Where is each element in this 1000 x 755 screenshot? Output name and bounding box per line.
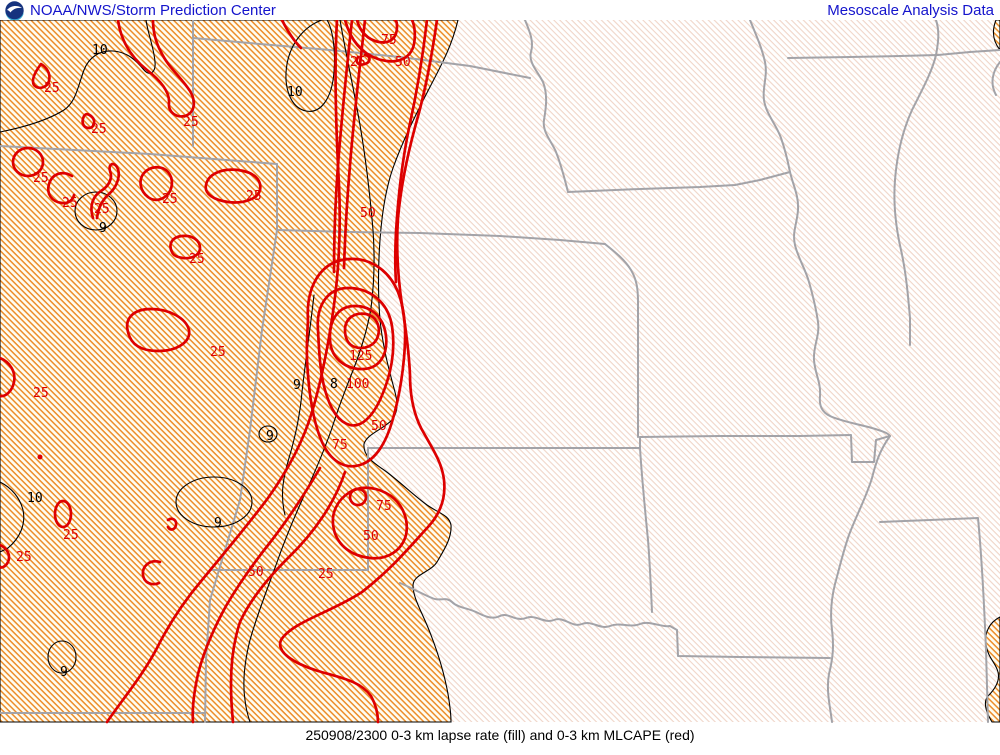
contour-label: 75 [332, 438, 348, 453]
contour-label: 9 [293, 378, 301, 393]
contour-label: 25 [162, 192, 178, 207]
contour-label: 8 [330, 377, 338, 392]
contour-label: 50 [395, 55, 411, 70]
contour-label: 25 [62, 196, 78, 211]
mlcape-contour-labels: 25 25 25 25 25 25 25 25 25 25 25 25 25 25 25 75 50 50 125 1… [16, 33, 411, 582]
contour-label: 50 [360, 206, 376, 221]
contour-label: 50 [248, 565, 264, 580]
contour-label: 75 [376, 499, 392, 514]
contour-label: 25 [16, 550, 32, 565]
contour-label: 25 [33, 171, 49, 186]
contour-label: 9 [266, 429, 274, 444]
contour-label: 25 [210, 345, 226, 360]
contour-label: 9 [60, 665, 68, 680]
contour-label: 25 [33, 386, 49, 401]
contour-label: 25 [246, 189, 262, 204]
noaa-logo-icon [5, 1, 24, 20]
contour-label: 9 [214, 516, 222, 531]
contour-label: 25 [318, 567, 334, 582]
contour-label: 25 [63, 528, 79, 543]
contour-label: 25 [91, 122, 107, 137]
contour-label: 25 [350, 55, 366, 70]
site-title: NOAA/NWS/Storm Prediction Center [30, 2, 276, 19]
contour-label: 50 [371, 419, 387, 434]
state-borders [0, 19, 1000, 723]
header-bar: NOAA/NWS/Storm Prediction Center Mesosca… [0, 0, 1000, 20]
contour-label: 25 [94, 202, 110, 217]
contour-label: 25 [189, 252, 205, 267]
contour-label: 125 [349, 349, 372, 364]
contour-label: 25 [183, 115, 199, 130]
mlcape-contours [0, 18, 446, 724]
page-title: Mesoscale Analysis Data [827, 2, 994, 19]
contour-label: 50 [363, 529, 379, 544]
contour-label: 9 [99, 221, 107, 236]
contour-label: 10 [287, 85, 303, 100]
map-caption: 250908/2300 0-3 km lapse rate (fill) and… [0, 727, 1000, 743]
contour-label: 25 [44, 81, 60, 96]
contour-label: 100 [346, 377, 369, 392]
contour-label: 10 [27, 491, 43, 506]
lapse-rate-contour-labels: 10 10 10 9 9 9 9 9 8 [27, 43, 338, 680]
contour-label: 75 [381, 33, 397, 48]
contour-label: 10 [92, 43, 108, 58]
